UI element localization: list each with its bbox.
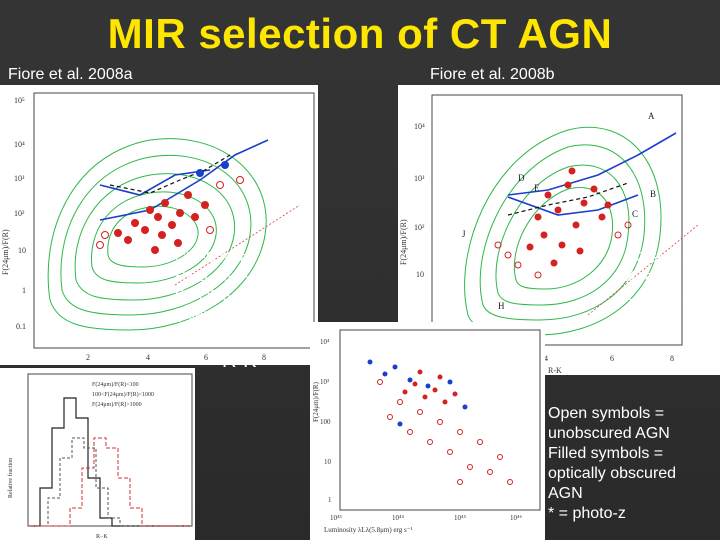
note-line: * = photo-z [548, 505, 626, 522]
right-legend-item: COSMOS [625, 249, 692, 266]
left-legend-item: galaxies [175, 306, 231, 323]
right-xtick: 8 [670, 354, 674, 363]
lum-ytick: 10³ [320, 378, 329, 386]
right-xlabel: R-K [548, 366, 562, 375]
left-xlabel: R-K [222, 350, 257, 372]
left-xtick: 4 [146, 353, 150, 362]
left-color-plot: 10⁵ 10⁴ 10³ 10² 10 1 0.1 2 4 6 8 F(24μm)… [0, 85, 318, 365]
note-line: optically obscured [548, 465, 677, 482]
left-ytick: 10² [14, 209, 25, 218]
luminosity-plot: 10⁴ 10³ 100 10 1 10⁴³ 10⁴⁴ 10⁴⁵ 10⁴⁶ Lum… [310, 322, 545, 540]
note-line: Open symbols = [548, 405, 665, 422]
hist-legend-item: F(24μm)/F(R)<100 [92, 381, 139, 388]
note-line: unobscured AGN [548, 425, 670, 442]
left-ytick: 0.1 [16, 322, 26, 331]
left-plot-svg: 10⁵ 10⁴ 10³ 10² 10 1 0.1 2 4 6 8 F(24μm)… [1, 92, 315, 362]
region-label: H [498, 301, 505, 311]
right-xtick: 6 [610, 354, 614, 363]
right-ytick: 10³ [414, 174, 425, 183]
hist-legend-item: F(24μm)/F(R)>1000 [92, 401, 142, 408]
right-ytick: 10⁴ [414, 122, 425, 131]
region-label: D [518, 173, 525, 183]
left-xtick: 2 [86, 353, 90, 362]
region-label: C [632, 209, 638, 219]
right-ytick: 10 [416, 270, 424, 279]
lum-ytick: 100 [320, 418, 331, 426]
lum-xtick: 10⁴⁴ [392, 514, 404, 522]
note-line: AGN [548, 485, 583, 502]
slide-title: MIR selection of CT AGN [107, 10, 613, 57]
right-xtick: 4 [544, 354, 548, 363]
left-xtick: 8 [262, 353, 266, 362]
note-line: Filled symbols = [548, 445, 664, 462]
region-label: J [462, 229, 466, 239]
left-legend-item: GOODS 24um [175, 287, 273, 304]
hist-ylabel: Relative fraction [7, 458, 14, 498]
left-ytick: 10 [18, 246, 26, 255]
left-ytick: 10⁵ [14, 96, 25, 105]
right-plot-svg: 10⁴ 10³ 10² 10 4 6 8 R-K F(24μm)/F(R) [399, 94, 699, 375]
right-legend-item: 24um [625, 306, 663, 323]
citation-left: Fiore et al. 2008a [8, 66, 133, 83]
lum-xlabel: Luminosity λLλ(5.8μm) erg s⁻¹ [324, 526, 413, 534]
right-legend: COSMOS X-ray COSMOS 24um galaxies [625, 248, 692, 343]
histogram-panel: F(24μm)/F(R)<100 100<F(24μm)/F(R)<1000 F… [0, 368, 195, 540]
lum-xtick: 10⁴³ [330, 514, 342, 522]
lum-ytick: 1 [328, 496, 332, 504]
left-ytick: 10⁴ [14, 140, 25, 149]
hist-legend-item: 100<F(24μm)/F(R)<1000 [92, 391, 154, 398]
right-legend-item: X-ray [625, 268, 661, 285]
right-legend-item: galaxies [625, 325, 681, 342]
left-xtick: 6 [204, 353, 208, 362]
region-label: A [648, 111, 655, 121]
hist-xlabel: R−K [96, 534, 108, 540]
lum-ytick: 10 [324, 458, 332, 466]
right-ylabel: F(24μm)/F(R) [399, 219, 408, 265]
luminosity-svg: 10⁴ 10³ 100 10 1 10⁴³ 10⁴⁴ 10⁴⁵ 10⁴⁶ Lum… [312, 329, 541, 534]
right-legend-item: COSMOS [625, 287, 692, 304]
left-legend-item: CDFS X-ray [175, 249, 256, 266]
lum-ytick: 10⁴ [320, 338, 330, 346]
left-legend: CDFS X-ray HELLAS2XMM GOODS 24um galaxie… [175, 248, 276, 324]
lum-ylabel: F(24μm)/F(R) [312, 381, 320, 422]
lum-xtick: 10⁴⁶ [510, 514, 522, 522]
left-legend-item: HELLAS2XMM [175, 268, 276, 285]
left-ylabel: F(24μm)/F(R) [1, 229, 10, 275]
histogram-svg: F(24μm)/F(R)<100 100<F(24μm)/F(R)<1000 F… [7, 373, 193, 540]
region-label: E [534, 183, 540, 193]
left-ytick: 10³ [14, 174, 25, 183]
lum-xtick: 10⁴⁵ [454, 514, 466, 522]
region-label: B [650, 189, 656, 199]
right-ytick: 10² [414, 223, 425, 232]
left-ytick: 1 [22, 286, 26, 295]
symbol-notes: Open symbols = unobscured AGN Filled sym… [548, 404, 676, 524]
citation-right: Fiore et al. 2008b [430, 66, 555, 83]
